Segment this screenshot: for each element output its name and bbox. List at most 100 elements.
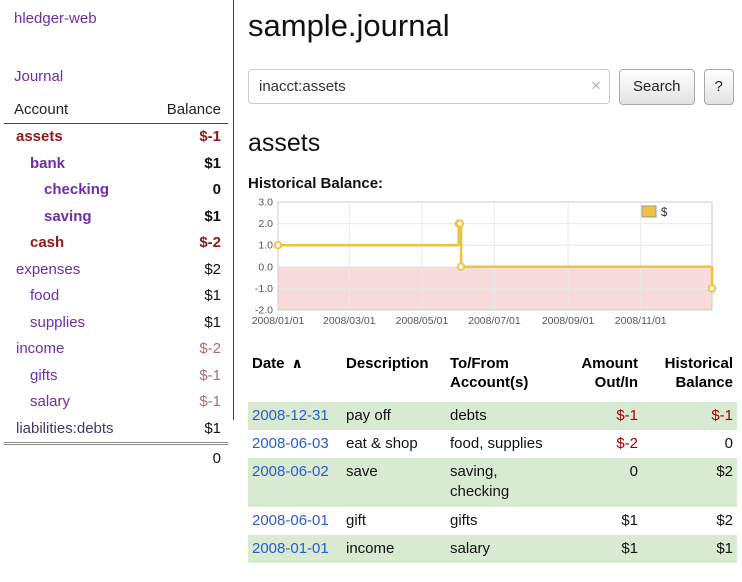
register-description: income	[346, 539, 395, 557]
register-header-row: Date ∧ Description To/From Account(s) Amo…	[248, 352, 737, 402]
account-link[interactable]: income	[16, 340, 65, 357]
register-amount: $-1	[616, 406, 638, 424]
register-amount: 0	[629, 463, 638, 481]
register-header-date[interactable]: Date ∧	[248, 352, 342, 402]
register-date-link[interactable]: 2008-06-02	[252, 463, 329, 481]
account-row: checking 0	[4, 177, 228, 204]
accounts-total-balance: 0	[140, 442, 228, 473]
svg-text:2008/01/01: 2008/01/01	[252, 315, 305, 327]
sidebar: hledger-web Journal Account Balance asse…	[0, 0, 233, 473]
account-heading: assets	[248, 128, 321, 157]
search-input[interactable]	[248, 69, 610, 105]
register-amount: $-2	[616, 434, 638, 452]
svg-text:2008/05/01: 2008/05/01	[396, 315, 449, 327]
sidebar-divider	[233, 0, 234, 420]
account-link[interactable]: food	[30, 287, 60, 304]
search-box: ×	[248, 69, 610, 105]
account-row: gifts $-1	[4, 363, 228, 390]
main-content: sample.journal × Search ? assets Histori…	[248, 0, 738, 564]
register-table: Date ∧ Description To/From Account(s) Amo…	[248, 352, 737, 564]
account-link[interactable]: expenses	[16, 260, 81, 278]
register-description: save	[346, 463, 378, 481]
account-row: food $1	[4, 283, 228, 310]
register-date-link[interactable]: 2008-01-01	[252, 539, 329, 557]
register-row: 2008-06-03 eat & shop food, supplies $-2 0	[248, 430, 737, 458]
account-balance: $1	[204, 313, 221, 331]
account-link[interactable]: checking	[44, 181, 110, 198]
account-balance: $1	[204, 154, 221, 172]
accounts-table-body: assets $-1 bank $1 checking 0 saving $1 cash $-2 e…	[4, 124, 228, 444]
help-button[interactable]: ?	[703, 68, 734, 105]
search-bar: × Search ?	[248, 68, 738, 105]
register-amount: $1	[621, 511, 638, 529]
app-title-link[interactable]: hledger-web	[14, 10, 97, 27]
account-balance: $-1	[199, 393, 221, 410]
account-row: bank $1	[4, 151, 228, 178]
search-button[interactable]: Search	[619, 68, 695, 105]
account-balance: $-2	[199, 234, 221, 251]
svg-text:2008/09/01: 2008/09/01	[542, 315, 595, 327]
register-row: 2008-12-31 pay off debts $-1 $-1	[248, 401, 737, 430]
account-link[interactable]: cash	[30, 234, 65, 251]
account-balance: $-1	[199, 128, 221, 145]
svg-text:2.0: 2.0	[258, 218, 273, 230]
account-link[interactable]: assets	[16, 128, 63, 145]
account-balance: $2	[204, 260, 221, 278]
account-row: cash $-2	[4, 230, 228, 257]
accounts-header-balance: Balance	[140, 99, 228, 124]
account-balance: $-2	[199, 340, 221, 357]
svg-text:2008/03/01: 2008/03/01	[323, 315, 376, 327]
register-row: 2008-06-02 save saving, checking 0 $2	[248, 458, 737, 507]
accounts-header-account: Account	[4, 99, 141, 124]
register-balance: $1	[716, 539, 733, 557]
register-balance: $-1	[711, 406, 733, 424]
register-header-date-label: Date	[252, 354, 285, 372]
accounts-table: Account Balance assets $-1 bank $1 checking 0…	[4, 99, 228, 473]
account-link[interactable]: supplies	[30, 313, 86, 331]
account-row: salary $-1	[4, 389, 228, 416]
accounts-total-row: 0	[4, 442, 228, 473]
register-row: 2008-06-01 gift gifts $1 $2	[248, 507, 737, 535]
register-description: pay off	[346, 406, 391, 424]
svg-text:1.0: 1.0	[258, 239, 273, 251]
register-header-amount: Amount Out/In	[581, 354, 638, 392]
account-link[interactable]: salary	[30, 393, 71, 410]
register-header-description: Description	[346, 354, 429, 372]
account-balance: $1	[204, 207, 221, 225]
register-date-link[interactable]: 2008-06-01	[252, 511, 329, 529]
register-accounts: food, supplies	[450, 434, 543, 452]
register-table-body: 2008-12-31 pay off debts $-1 $-1 2008-06-03 ea…	[248, 401, 737, 564]
register-header-balance: Historical Balance	[664, 354, 733, 392]
svg-text:2008/11/01: 2008/11/01	[615, 315, 667, 327]
svg-text:3.0: 3.0	[258, 196, 273, 208]
register-description: eat & shop	[346, 434, 418, 452]
register-row: 2008-01-01 income salary $1 $1	[248, 534, 737, 564]
register-date-link[interactable]: 2008-06-03	[252, 434, 329, 452]
svg-text:2008/07/01: 2008/07/01	[468, 315, 521, 327]
account-balance: $-1	[199, 366, 221, 384]
account-link[interactable]: bank	[30, 154, 66, 172]
register-balance: $2	[716, 511, 733, 529]
register-date-link[interactable]: 2008-12-31	[252, 406, 329, 424]
chart-title: Historical Balance:	[248, 174, 384, 192]
svg-text:-1.0: -1.0	[255, 283, 273, 295]
register-amount: $1	[621, 539, 638, 557]
svg-text:0.0: 0.0	[258, 261, 273, 273]
account-link[interactable]: gifts	[30, 366, 58, 384]
register-accounts: saving, checking	[450, 463, 510, 501]
account-balance: 0	[212, 181, 221, 198]
account-link[interactable]: saving	[44, 207, 92, 225]
sidebar-item-journal[interactable]: Journal	[14, 68, 64, 85]
accounts-header-row: Account Balance	[4, 99, 228, 124]
register-accounts: debts	[450, 406, 487, 424]
register-description: gift	[346, 511, 367, 529]
account-row: assets $-1	[4, 124, 228, 151]
account-balance: $1	[204, 287, 221, 304]
account-row: liabilities:debts $1	[4, 416, 228, 444]
register-balance: $2	[716, 463, 733, 481]
svg-text:-2.0: -2.0	[255, 304, 273, 316]
clear-search-icon[interactable]: ×	[591, 76, 601, 96]
svg-text:$: $	[661, 207, 668, 219]
account-link[interactable]: liabilities:debts	[16, 419, 114, 437]
